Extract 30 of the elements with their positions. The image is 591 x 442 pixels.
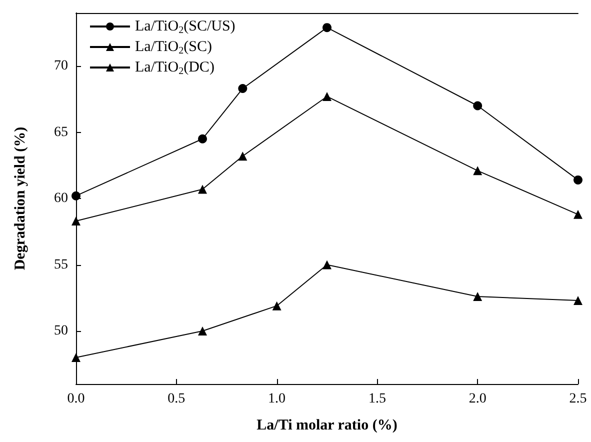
x-axis-title: La/Ti molar ratio (%): [256, 418, 398, 434]
point: [322, 92, 332, 101]
y-axis-title: Degradation yield (%): [12, 126, 28, 270]
point: [574, 210, 582, 219]
x-tick-label: 2.0: [468, 392, 486, 406]
x-tick-label: 1.5: [368, 392, 386, 406]
point: [198, 134, 208, 144]
x-tick-label: 0.0: [67, 392, 85, 406]
x-tick-label: 1.0: [268, 392, 286, 406]
point: [198, 184, 208, 194]
point: [473, 166, 482, 176]
y-tick-label: 65: [54, 124, 68, 140]
y-tick-label: 60: [54, 191, 68, 206]
point: [238, 152, 248, 161]
y-tick-label: 55: [54, 257, 68, 272]
point: [72, 353, 80, 362]
point: [322, 23, 332, 32]
point: [322, 260, 332, 270]
point: [574, 296, 582, 306]
point: [198, 326, 208, 336]
point: [238, 84, 248, 94]
x-tick-label: 0.5: [168, 392, 186, 406]
point: [72, 216, 80, 226]
y-tick-label: 50: [54, 324, 68, 338]
point: [473, 292, 482, 302]
x-tick-label: 2.5: [569, 392, 587, 406]
y-tick-label: 70: [54, 58, 68, 74]
point: [473, 101, 482, 110]
point: [574, 175, 582, 184]
point: [272, 301, 282, 310]
